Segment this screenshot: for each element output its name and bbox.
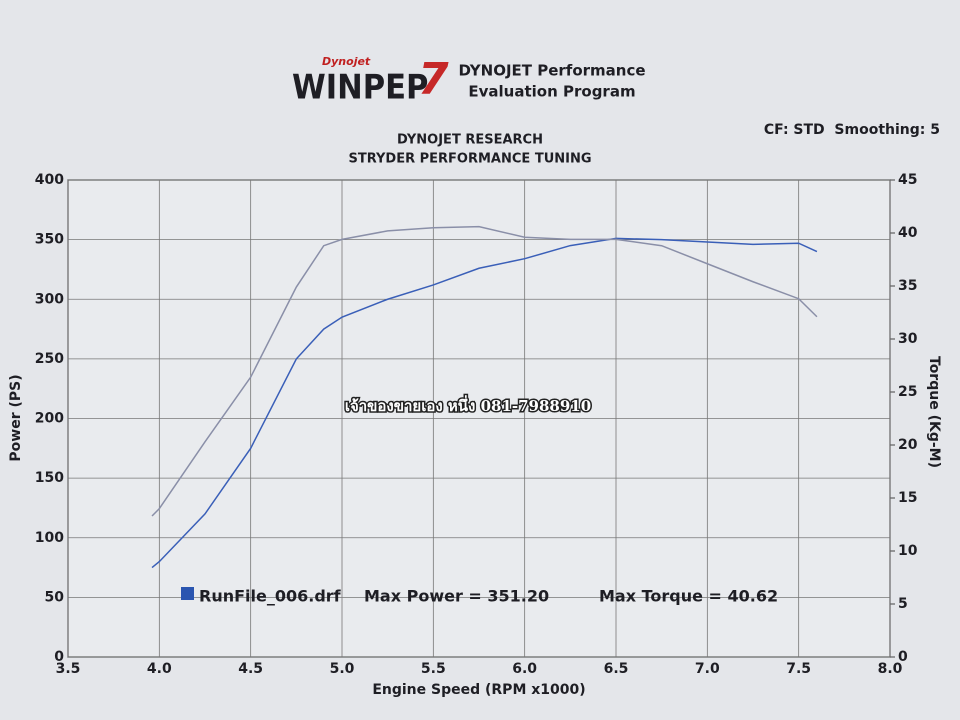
plot-area: 0 50 100 150 200 250 300 350 400 0 5 10 15 20 25 30 35 40…	[35, 172, 918, 677]
x-tick-label: 7.0	[695, 661, 720, 677]
x-axis-label: Engine Speed (RPM x1000)	[372, 682, 585, 698]
y2-tick-label: 45	[898, 172, 917, 188]
x-tick-label: 6.5	[604, 661, 629, 677]
logo-brand: Dynojet	[322, 55, 371, 68]
x-tick-label: 4.5	[238, 661, 263, 677]
watermark: เจ้าของขายเอง หนึ่ง 081-7988910	[345, 395, 591, 415]
logo: WINPEP	[292, 68, 428, 108]
y2-tick-label: 25	[898, 384, 917, 400]
header-line: Evaluation Program	[468, 83, 635, 101]
series-line	[151, 225, 818, 517]
y2-tick-label: 30	[898, 331, 918, 347]
y-tick-label: 200	[35, 411, 64, 427]
y-tick-label: 100	[35, 530, 64, 546]
logo-number: 7	[418, 54, 449, 105]
x-tick-label: 8.0	[878, 661, 903, 677]
y2-tick-label: 20	[898, 437, 918, 453]
y2-tick-label: 40	[898, 225, 918, 241]
logo-box	[290, 60, 440, 108]
legend-max-torque: Max Torque = 40.62	[599, 587, 778, 606]
y-axis-label: Power (PS)	[8, 374, 24, 461]
x-tick-label: 6.0	[512, 661, 537, 677]
chart-subtitle: STRYDER PERFORMANCE TUNING	[348, 152, 591, 167]
y-tick-label: 250	[35, 351, 64, 367]
header-line: DYNOJET Performance	[458, 62, 645, 80]
legend-swatch	[181, 587, 194, 600]
x-tick-label: 5.0	[330, 661, 355, 677]
settings-note: CF: STD Smoothing: 5	[764, 122, 940, 138]
y-tick-label: 150	[35, 470, 64, 486]
series-line	[151, 237, 818, 569]
legend-max-power: Max Power = 351.20	[364, 587, 549, 606]
x-tick-label: 7.5	[786, 661, 811, 677]
y2-tick-label: 10	[898, 543, 918, 559]
y2-tick-label: 15	[898, 490, 917, 506]
y2-axis-label: Torque (Kg-M)	[926, 356, 942, 468]
y-tick-label: 400	[35, 172, 64, 188]
x-tick-label: 3.5	[56, 661, 81, 677]
y-tick-label: 350	[35, 232, 64, 248]
y2-tick-label: 35	[898, 278, 917, 294]
y2-tick-label: 5	[898, 596, 908, 612]
chart-title: DYNOJET RESEARCH	[397, 133, 543, 148]
y-tick-label: 50	[45, 589, 65, 605]
y-tick-label: 300	[35, 291, 64, 307]
y2-tick-label: 0	[898, 649, 908, 665]
legend-file: RunFile_006.drf	[199, 587, 342, 606]
x-tick-label: 4.0	[147, 661, 172, 677]
y-tick-label: 0	[54, 649, 64, 665]
x-tick-label: 5.5	[421, 661, 446, 677]
